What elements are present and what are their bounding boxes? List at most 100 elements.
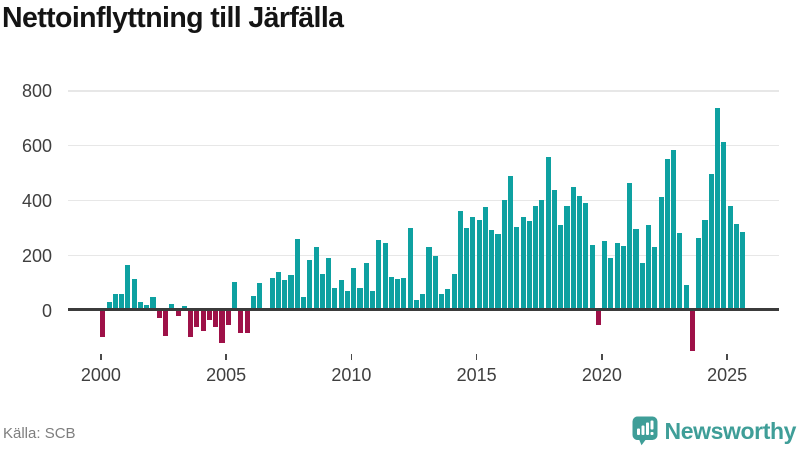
x-axis-tick-label-2025: 2025	[707, 364, 748, 385]
bar-2023-q2	[683, 285, 689, 311]
bar-2002-q4	[169, 304, 175, 311]
x-axis-tick-label-2020: 2020	[581, 364, 622, 385]
bar-2001-q2	[131, 279, 137, 311]
bar-2011-q2	[382, 242, 388, 311]
bar-2010-q3	[363, 263, 369, 311]
y-gridline-600	[68, 145, 779, 147]
bar-2021-q3	[639, 263, 645, 311]
bar-2011-q4	[395, 278, 401, 311]
bar-2003-q4	[194, 310, 200, 328]
x-axis-tick-mark-2025	[726, 354, 728, 361]
bar-2017-q2	[533, 206, 539, 311]
x-axis-tick-mark-2015	[475, 354, 478, 361]
bar-2006-q4	[269, 278, 275, 311]
bar-2020-q1	[602, 241, 608, 311]
bar-2016-q2	[507, 176, 514, 311]
bar-2001-q1	[125, 264, 131, 311]
y-axis-tick-label-200: 200	[21, 245, 52, 266]
bar-2005-q1	[225, 310, 231, 325]
bar-2003-q3	[188, 310, 194, 338]
x-axis-tick-label-2005: 2005	[206, 364, 247, 385]
bar-2014-q4	[470, 216, 476, 311]
bar-2020-q3	[614, 242, 620, 311]
bar-2024-q4	[721, 141, 727, 311]
bar-2008-q1	[301, 296, 307, 311]
bar-2000-q3	[112, 293, 118, 311]
bar-2017-q1	[526, 220, 532, 311]
source-label: Källa: SCB	[3, 425, 76, 442]
bar-2022-q2	[658, 196, 664, 311]
y-gridline-200	[68, 255, 779, 257]
bar-2023-q3	[689, 310, 695, 352]
bar-2011-q1	[376, 239, 382, 311]
newsworthy-logo: Newsworthy	[632, 416, 796, 446]
bar-2025-q2	[733, 223, 739, 311]
bar-2019-q3	[589, 245, 595, 311]
bar-2018-q3	[564, 206, 570, 311]
y-axis-tick-label-800: 800	[21, 80, 52, 101]
bar-2020-q2	[608, 258, 614, 311]
bar-2016-q1	[501, 200, 507, 311]
bar-2010-q1	[351, 267, 357, 311]
bar-2010-q4	[369, 291, 376, 311]
bar-2002-q3	[163, 310, 169, 336]
bar-2020-q4	[620, 246, 626, 311]
bar-2002-q2	[156, 310, 162, 319]
bar-2009-q3	[338, 279, 344, 311]
bar-2000-q2	[106, 302, 112, 311]
bar-2014-q3	[464, 227, 470, 311]
bar-2018-q4	[570, 186, 576, 311]
zero-axis-line	[68, 308, 779, 311]
bar-2007-q4	[294, 238, 300, 311]
page-title: Nettoinflyttning till Järfälla	[2, 2, 344, 34]
bar-2012-q4	[420, 294, 426, 311]
bar-2016-q3	[514, 226, 520, 311]
bar-2025-q3	[740, 231, 746, 311]
bar-2009-q1	[326, 258, 332, 311]
bar-2013-q3	[438, 294, 445, 311]
bar-2005-q3	[238, 310, 244, 333]
newsworthy-wordmark: Newsworthy	[664, 418, 797, 444]
bar-2006-q1	[250, 296, 256, 311]
bar-2005-q4	[244, 310, 250, 333]
bar-2008-q3	[313, 246, 319, 311]
bar-2003-q2	[181, 305, 187, 311]
x-axis-tick-label-2015: 2015	[456, 364, 497, 385]
x-axis-tick-mark-2010	[350, 354, 353, 361]
bar-2023-q1	[677, 233, 683, 311]
bar-2019-q4	[595, 310, 601, 325]
bar-2004-q3	[213, 310, 219, 327]
bar-2011-q3	[388, 277, 394, 311]
bar-2001-q3	[137, 301, 144, 311]
bar-2003-q1	[175, 310, 181, 316]
bar-2004-q2	[206, 310, 213, 320]
x-axis-tick-mark-2020	[601, 354, 603, 361]
bar-2018-q1	[551, 189, 557, 311]
bar-2004-q4	[219, 310, 225, 344]
bar-2021-q1	[627, 183, 633, 311]
bar-2021-q4	[645, 224, 652, 311]
y-gridline-400	[68, 200, 779, 202]
bar-2022-q1	[652, 246, 658, 311]
newsworthy-badge-icon	[632, 416, 658, 446]
bar-2010-q2	[357, 288, 363, 311]
bar-2015-q2	[482, 207, 488, 311]
bar-2001-q4	[144, 304, 150, 311]
bar-2009-q4	[344, 290, 350, 311]
bar-2005-q2	[232, 281, 238, 311]
bar-2015-q3	[489, 230, 495, 311]
bar-2021-q2	[633, 228, 639, 311]
x-axis-tick-label-2000: 2000	[80, 364, 121, 385]
bar-2013-q1	[426, 247, 432, 311]
bar-2012-q2	[407, 228, 413, 311]
bar-2000-q4	[119, 293, 125, 311]
bar-2004-q1	[200, 310, 206, 331]
bar-2007-q1	[275, 271, 281, 311]
bar-2015-q1	[476, 220, 482, 311]
bar-2016-q4	[520, 217, 526, 311]
bar-2012-q1	[401, 277, 407, 311]
bar-2024-q2	[708, 173, 714, 311]
y-axis-tick-label-400: 400	[21, 190, 52, 211]
